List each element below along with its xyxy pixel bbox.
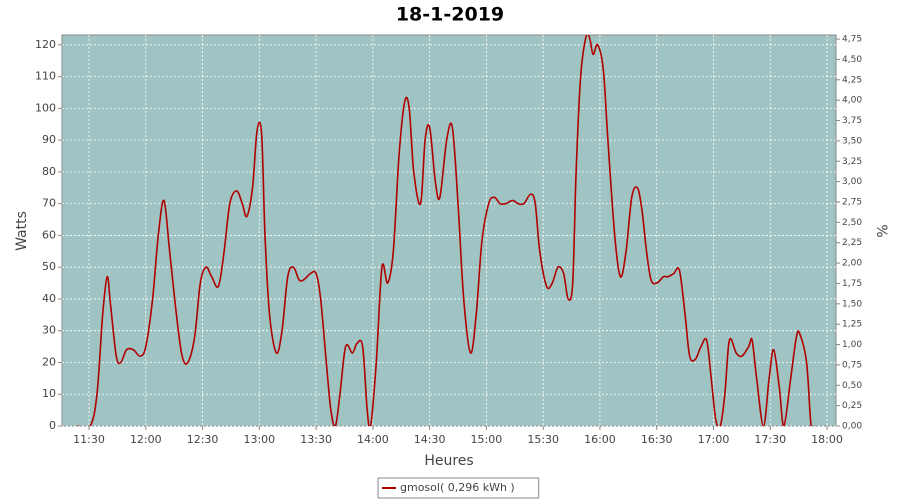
y2-tick-label: 4,25 xyxy=(842,75,862,85)
x-tick-label: 18:00 xyxy=(811,433,843,446)
x-tick-label: 14:00 xyxy=(357,433,389,446)
y-tick-label: 90 xyxy=(42,133,56,146)
y2-tick-label: 2,75 xyxy=(842,197,862,207)
y2-tick-label: 4,75 xyxy=(842,35,862,45)
y-tick-label: 10 xyxy=(42,387,56,400)
legend-label: gmosol( 0,296 kWh ) xyxy=(400,481,515,494)
y2-tick-label: 0,00 xyxy=(842,422,862,432)
x-tick-label: 17:30 xyxy=(754,433,786,446)
y2-tick-label: 3,25 xyxy=(842,157,862,167)
x-tick-label: 16:00 xyxy=(584,433,616,446)
y2-tick-label: 2,25 xyxy=(842,238,862,248)
y2-tick-label: 2,50 xyxy=(842,218,862,228)
x-tick-label: 11:30 xyxy=(73,433,105,446)
y-tick-label: 60 xyxy=(42,228,56,241)
x-tick-label: 15:00 xyxy=(471,433,503,446)
x-axis-label: Heures xyxy=(424,453,473,469)
y-tick-label: 80 xyxy=(42,165,56,178)
y-tick-label: 110 xyxy=(35,70,56,83)
y2-tick-label: 4,50 xyxy=(842,55,862,65)
y2-tick-label: 0,75 xyxy=(842,360,862,370)
y2-tick-label: 1,25 xyxy=(842,320,862,330)
y2-axis-label: % xyxy=(873,224,889,237)
y-tick-label: 120 xyxy=(35,38,56,51)
x-tick-label: 13:00 xyxy=(243,433,275,446)
y2-tick-label: 3,75 xyxy=(842,116,862,126)
y2-tick-label: 4,00 xyxy=(842,96,862,106)
legend-box xyxy=(377,477,540,499)
y-axis-label: Watts xyxy=(14,211,30,251)
x-tick-label: 14:30 xyxy=(414,433,446,446)
plot-area xyxy=(61,34,837,427)
y2-tick-label: 3,00 xyxy=(842,177,862,187)
x-tick-label: 12:30 xyxy=(187,433,219,446)
y2-tick-label: 2,00 xyxy=(842,259,862,269)
y-tick-label: 30 xyxy=(42,324,56,337)
x-tick-label: 13:30 xyxy=(300,433,332,446)
y2-tick-label: 1,50 xyxy=(842,299,862,309)
y-tick-label: 0 xyxy=(49,419,56,432)
y-tick-label: 40 xyxy=(42,292,56,305)
x-tick-label: 16:30 xyxy=(641,433,673,446)
x-tick-label: 17:00 xyxy=(698,433,730,446)
y2-tick-label: 0,25 xyxy=(842,401,862,411)
x-tick-label: 12:00 xyxy=(130,433,162,446)
y-tick-label: 100 xyxy=(35,101,56,114)
x-tick-label: 15:30 xyxy=(527,433,559,446)
data-line xyxy=(77,35,817,426)
y2-tick-label: 3,50 xyxy=(842,136,862,146)
y2-tick-label: 1,75 xyxy=(842,279,862,289)
y2-tick-label: 0,50 xyxy=(842,381,862,391)
y-tick-label: 20 xyxy=(42,355,56,368)
y2-tick-label: 1,00 xyxy=(842,340,862,350)
y-tick-label: 50 xyxy=(42,260,56,273)
legend-item: gmosol( 0,296 kWh ) xyxy=(382,481,515,494)
chart-title: 18-1-2019 xyxy=(396,4,504,26)
y-tick-label: 70 xyxy=(42,197,56,210)
